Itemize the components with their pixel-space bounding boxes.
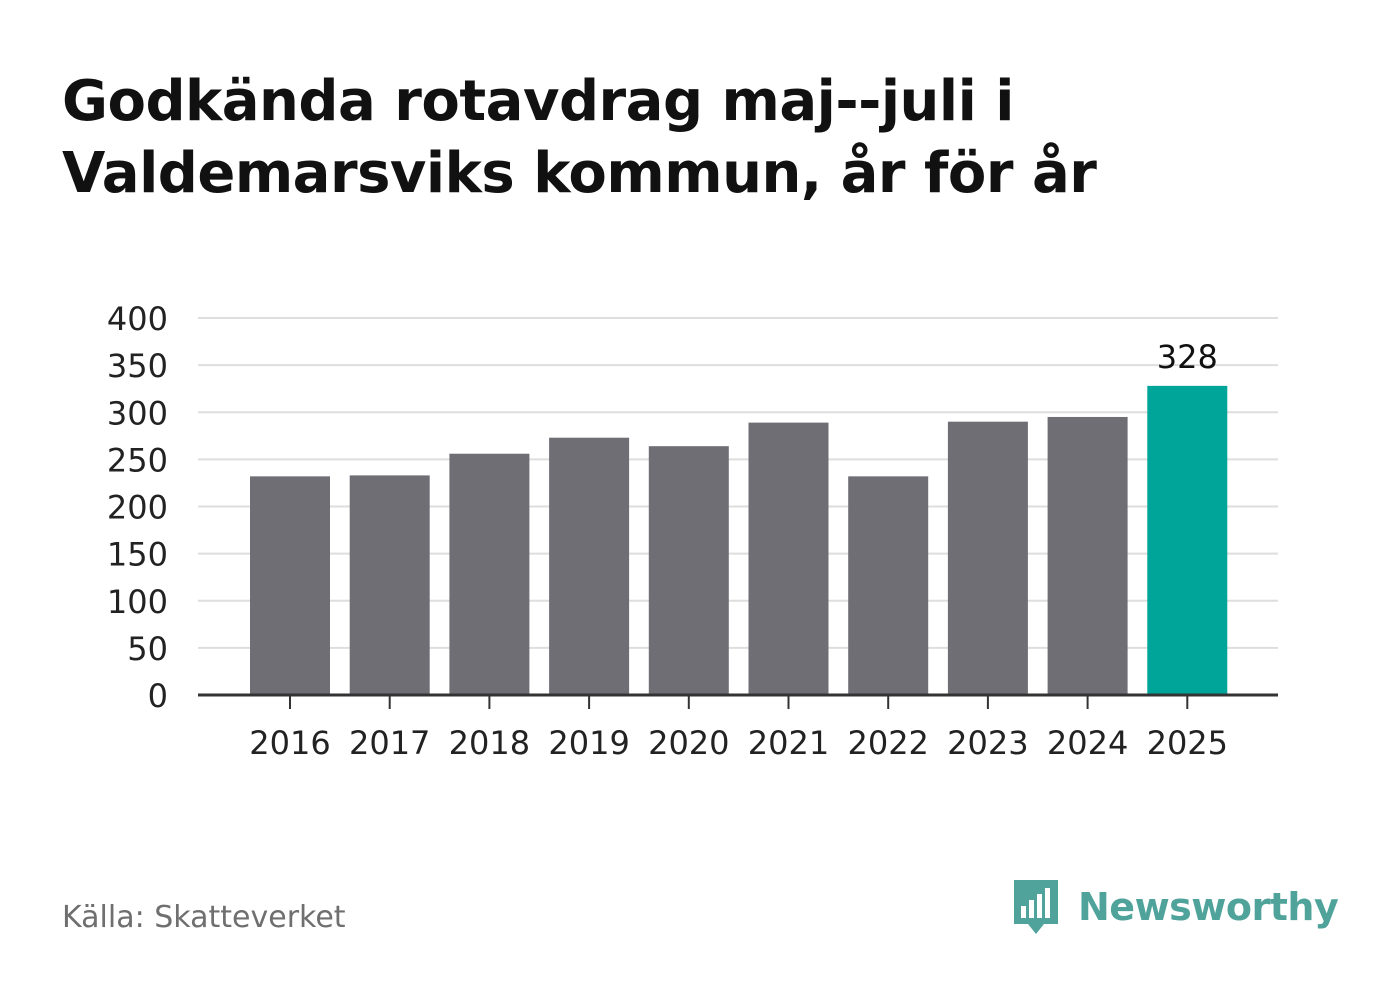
- chart-title: Godkända rotavdrag maj--juli i Valdemars…: [62, 69, 1097, 206]
- bar-2016: [250, 476, 330, 695]
- bar-2017: [349, 475, 430, 695]
- bar-2023: [947, 421, 1028, 695]
- bar-2022: [848, 476, 929, 695]
- x-tick-label: 2020: [648, 724, 729, 762]
- y-tick-label: 0: [148, 677, 168, 715]
- bars: [250, 385, 1228, 695]
- y-tick-label: 300: [107, 394, 168, 432]
- brand-name: Newsworthy: [1078, 885, 1339, 929]
- x-tick-label: 2025: [1147, 724, 1228, 762]
- x-tick-label: 2021: [748, 724, 829, 762]
- y-tick-label: 400: [107, 300, 168, 338]
- bar-2025: [1147, 385, 1228, 695]
- y-tick-label: 100: [107, 583, 168, 621]
- y-tick-label: 200: [107, 489, 168, 527]
- y-axis-ticks: 0 50 100 150 200 250 300 350 400: [107, 300, 168, 715]
- y-tick-label: 150: [107, 536, 168, 574]
- bar-2021: [748, 422, 829, 695]
- y-tick-label: 50: [127, 630, 168, 668]
- bar-2018: [449, 453, 530, 695]
- x-tick-label: 2019: [548, 724, 629, 762]
- y-tick-label: 250: [107, 441, 168, 479]
- x-tick-label: 2024: [1047, 724, 1128, 762]
- newsworthy-bar-chart-icon: [1014, 880, 1058, 934]
- x-axis-ticks: 2016 2017 2018 2019 2020 2021 2022 2023 2024 2025: [249, 695, 1228, 762]
- data-label: 328: [1157, 338, 1218, 376]
- x-tick-label: 2023: [947, 724, 1028, 762]
- x-tick-label: 2022: [847, 724, 928, 762]
- bar-2019: [549, 437, 630, 695]
- x-tick-label: 2017: [349, 724, 430, 762]
- source-note: Källa: Skatteverket: [62, 900, 346, 935]
- y-tick-label: 350: [107, 347, 168, 385]
- x-tick-label: 2016: [249, 724, 330, 762]
- x-tick-label: 2018: [449, 724, 530, 762]
- data-labels: 328: [1157, 338, 1218, 376]
- brand-logo[interactable]: Newsworthy: [1010, 876, 1339, 938]
- bar-2020: [648, 446, 729, 695]
- bar-2024: [1047, 416, 1128, 695]
